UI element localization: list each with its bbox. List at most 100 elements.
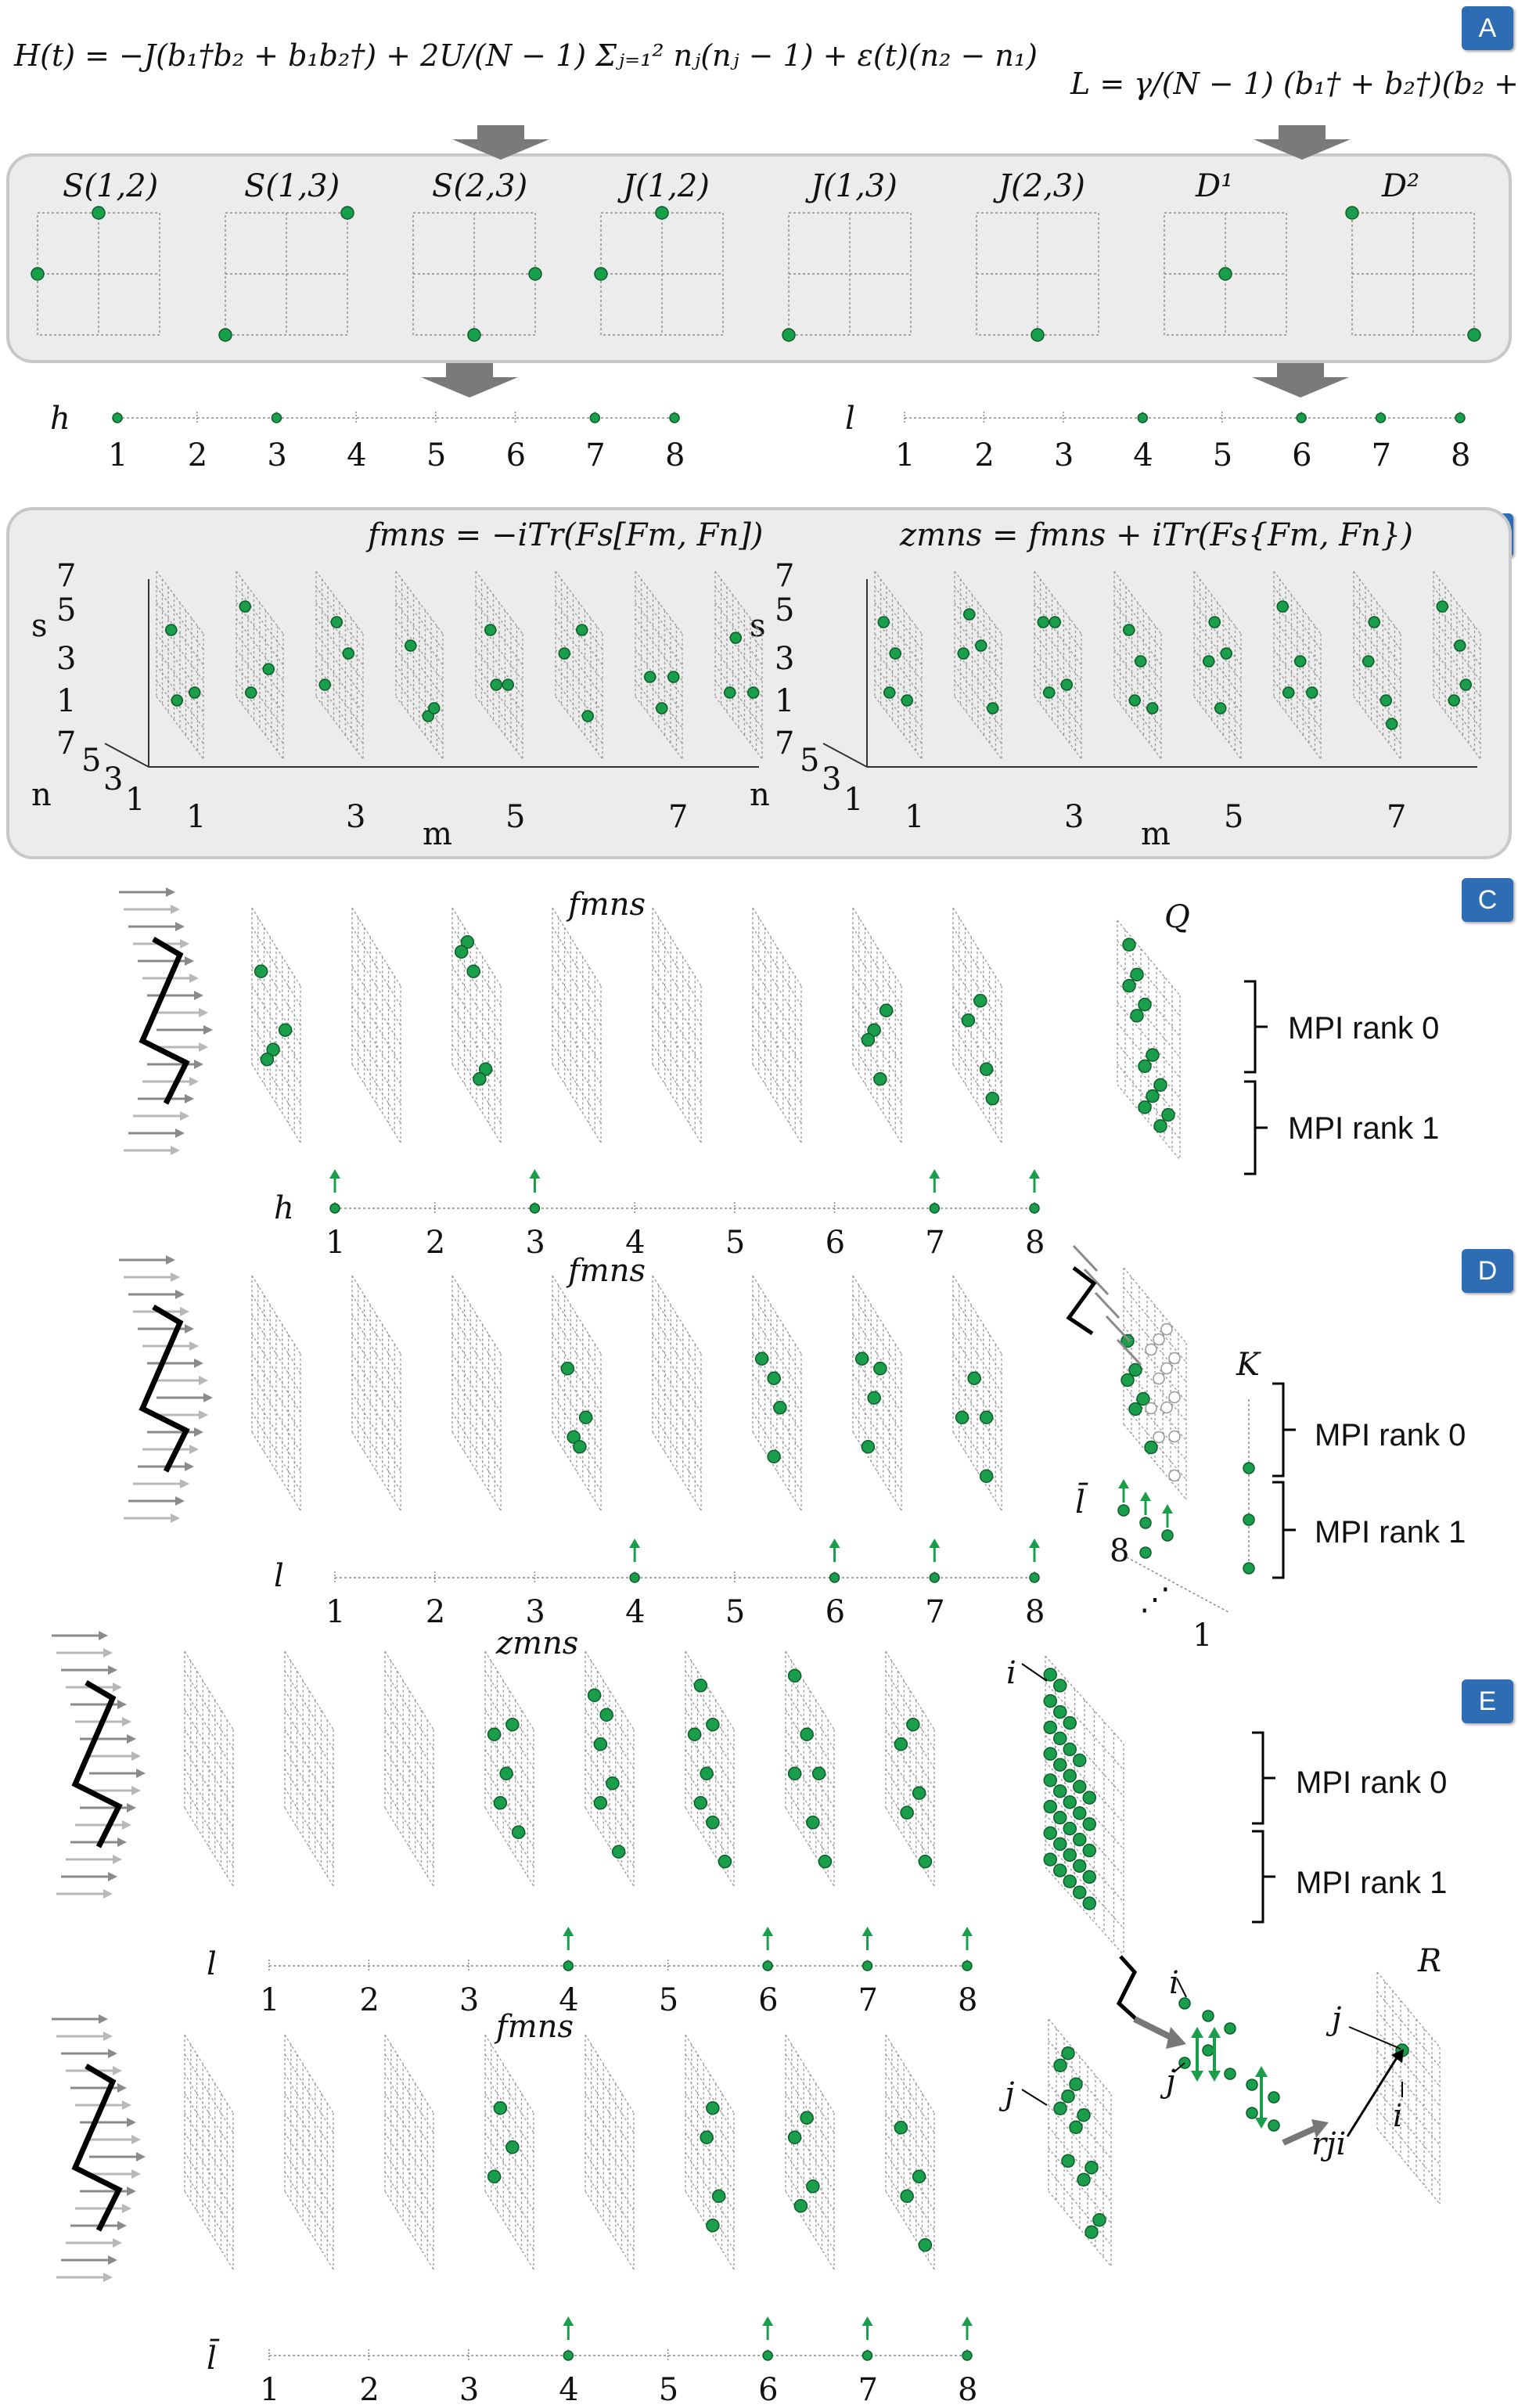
panel-e-top-slice-grid — [685, 1709, 735, 1789]
panel-e-top-active-dot — [563, 1960, 574, 1971]
f-stack-slice-grid — [395, 602, 444, 666]
f-stack-slice-dot — [330, 616, 343, 628]
panel-c-chevron-head — [185, 956, 194, 966]
panel-e-top-slice-grid — [785, 1768, 835, 1848]
i-matrix-grid — [1045, 1840, 1124, 1929]
panel-e-top-slice-grid — [384, 1748, 434, 1828]
down-arrow-h — [421, 363, 518, 398]
panel-e-top-chevron-head — [108, 1872, 117, 1881]
f-stack-slice-dot — [318, 678, 331, 691]
h-tick-4: 4 — [347, 437, 367, 473]
l-tick-8: 8 — [1451, 437, 1471, 473]
panel-e-top-slice-grid — [184, 1768, 234, 1848]
panel-d-slice-grid — [251, 1353, 301, 1433]
f-stack-s-tick: 3 — [56, 641, 77, 677]
z-stack-slice-dot — [901, 694, 913, 707]
k-matrix-grid — [1123, 1384, 1187, 1461]
panel-e-bottom-slice-grid — [685, 2112, 735, 2192]
i-matrix-dot — [1082, 1870, 1096, 1884]
f-stack-slice-grid — [635, 664, 683, 729]
f-stack-m-tick: 7 — [668, 799, 689, 835]
j-matrix-grid — [1048, 2104, 1112, 2181]
panel-e-top-slice-grid — [885, 1690, 935, 1769]
panel-e-bottom-chevron-head — [127, 2187, 136, 2196]
f-stack-slice-grid — [555, 633, 603, 697]
l-active-dot — [1296, 412, 1307, 423]
operator-label-5: J(1,3) — [811, 168, 897, 204]
operator-dot — [92, 206, 106, 220]
panel-e-bottom-chevron-head — [117, 2083, 127, 2093]
panel-c-slice-grid — [351, 907, 401, 987]
panel-e-bottom-slice-dot — [487, 2169, 502, 2183]
panel-c-slice-grid — [652, 1044, 702, 1124]
panel-e-top-slice-grid — [384, 1729, 434, 1809]
z-stack-slice-grid — [1353, 602, 1401, 666]
i-matrix-dot — [1073, 1780, 1087, 1794]
panel-e-top-chevron-head — [131, 1786, 141, 1795]
z-stack-slice-dot — [1123, 624, 1135, 636]
panel-c-chevron-head — [199, 1008, 208, 1017]
panel-c-slice-dot — [961, 1013, 976, 1028]
panel-d-slice-grid — [251, 1314, 301, 1394]
lbar-up-arrow — [1118, 1479, 1129, 1488]
panel-e-bottom-chevron-head — [136, 2152, 146, 2161]
panel-c-slice-grid — [852, 927, 902, 1006]
j-matrix-grid — [1048, 2190, 1112, 2267]
panel-e-top-slice-grid — [484, 1787, 534, 1867]
panel-e-top-slice-dot — [918, 1855, 933, 1869]
operator-label-7: D¹ — [1196, 168, 1234, 204]
z-stack-slice-grid — [1433, 633, 1481, 697]
q-matrix-dot — [1138, 997, 1152, 1012]
f-stack-slice-grid — [714, 696, 763, 760]
panel-c-chevron-head — [189, 1077, 199, 1086]
panel-d-slice-grid — [752, 1392, 802, 1472]
panel-d-slice-grid — [652, 1275, 702, 1355]
z-stack-m-tick: 1 — [905, 799, 925, 835]
f-stack-s-tick: 7 — [56, 558, 77, 594]
j-matrix-dot — [1053, 2101, 1067, 2115]
panel-d-slice-grid — [251, 1412, 301, 1492]
panel-d-tick-8: 8 — [1025, 1594, 1045, 1630]
j-matrix-grid — [1048, 2040, 1112, 2116]
k-matrix-dot — [1136, 1391, 1150, 1406]
panel-e-bottom-tick-5: 5 — [658, 2372, 679, 2408]
ij-swap-arrow-head — [1191, 2027, 1203, 2038]
panel-c-axis-label: h — [274, 1190, 294, 1226]
panel-e-bottom-chevron-head — [108, 2255, 117, 2265]
panel-e-top-slice-dot — [706, 1718, 720, 1732]
i-matrix-dot — [1053, 1679, 1067, 1693]
l-tick-3: 3 — [1053, 437, 1074, 473]
f-stack-slice-grid — [236, 649, 284, 713]
ij-chain-dot — [1224, 2068, 1236, 2080]
h-active-dot — [112, 412, 123, 423]
panel-c-chevron-head — [203, 1025, 213, 1035]
operator-label-4: J(1,2) — [623, 168, 710, 204]
panel-e-bottom-slice-grid — [885, 2112, 935, 2192]
i-matrix-dot — [1043, 1852, 1057, 1866]
z-stack-slice-dot — [957, 647, 969, 660]
panel-e-top-up-arrow — [762, 1927, 774, 1936]
operator-dot — [467, 328, 481, 342]
panel-e-bottom-slice-dot — [894, 2121, 908, 2135]
panel-d-slice-grid — [351, 1314, 401, 1394]
panel-e-top-slice-grid — [484, 1768, 534, 1848]
f-stack-n-tick: 5 — [81, 743, 102, 779]
panel-c-slice-grid — [652, 927, 702, 1006]
panel-e-top-title: zmns — [496, 1625, 579, 1661]
panel-e-bottom-slice-grid — [785, 2093, 835, 2172]
panel-d-rank-0: MPI rank 0 — [1315, 1418, 1466, 1452]
panel-e-top-slice-dot — [894, 1737, 908, 1751]
panel-c-slice-dot — [973, 994, 987, 1008]
z-stack-slice-dot — [1146, 702, 1159, 714]
panel-c-slice-grid — [351, 985, 401, 1065]
z-stack-slice-dot — [1214, 702, 1227, 714]
panel-e-top-slice-grid — [384, 1690, 434, 1769]
panel-e-top-slice-grid — [585, 1690, 635, 1769]
panel-e-top-slice-grid — [284, 1729, 334, 1809]
panel-d-chevron-head — [171, 1272, 180, 1282]
panel-d-slice-grid — [251, 1431, 301, 1511]
z-stack-slice-dot — [1037, 616, 1049, 628]
z-stack-slice-grid — [874, 602, 923, 666]
panel-e-bottom-slice-dot — [711, 2189, 726, 2203]
panel-d-slice-dot — [773, 1401, 787, 1415]
